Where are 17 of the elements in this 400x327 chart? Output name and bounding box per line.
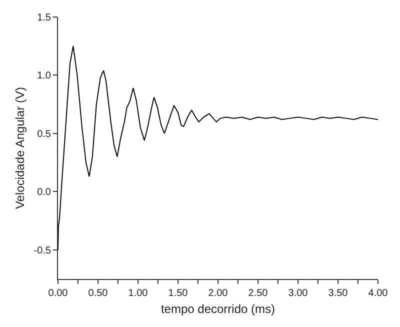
x-tick-label: 2.50 (248, 288, 268, 299)
x-tick-label: 4.00 (368, 288, 388, 299)
y-tick-label: 1.5 (37, 12, 52, 24)
x-tick-label: 0.00 (48, 288, 68, 299)
x-tick-label: 1.50 (168, 288, 188, 299)
x-tick-label: 3.00 (288, 288, 308, 299)
x-tick-label: 3.50 (328, 288, 348, 299)
x-axis-title: tempo decorrido (ms) (160, 302, 276, 316)
y-tick-label: 1.0 (37, 70, 52, 82)
y-axis-title: Velocidade Angular (V) (13, 86, 28, 210)
line-series (58, 46, 378, 250)
y-tick-label: -0.5 (34, 245, 52, 256)
y-tick-label: 0.0 (37, 187, 52, 198)
x-tick-label: 2.00 (208, 288, 228, 299)
y-tick-label: 0.5 (37, 128, 52, 140)
x-tick-label: 1.00 (128, 288, 148, 299)
x-tick-label: 0.50 (88, 288, 108, 299)
